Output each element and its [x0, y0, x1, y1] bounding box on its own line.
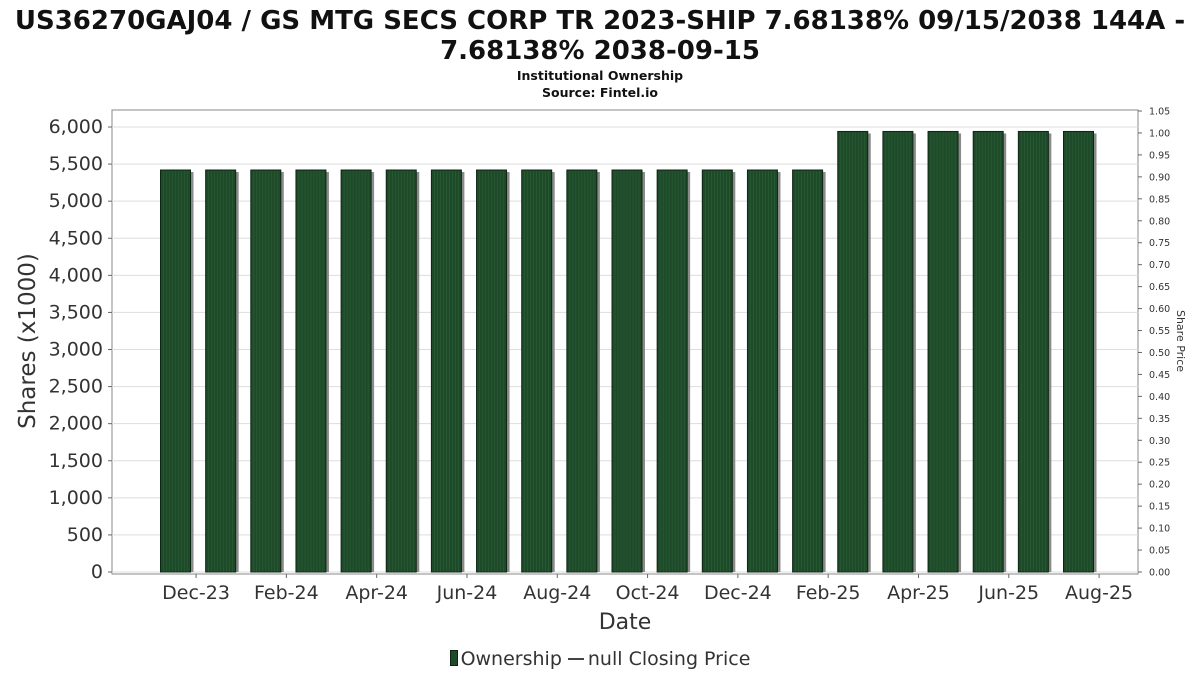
x-tick-label: Dec-23	[162, 582, 230, 604]
x-tick-label: Jun-25	[977, 582, 1039, 604]
x-axis-label: Date	[599, 610, 652, 635]
y-tick-label: 5,000	[49, 190, 103, 212]
y2-tick-label: 0.60	[1149, 304, 1170, 315]
y2-tick-label: 1.00	[1149, 128, 1170, 139]
y2-tick-label: 0.20	[1149, 480, 1170, 491]
y-tick-label: 5,500	[49, 153, 103, 175]
y-tick-label: 4,500	[49, 227, 103, 249]
y-tick-label: 0	[91, 561, 103, 583]
y2-tick-label: 0.25	[1149, 458, 1170, 469]
x-tick-label: Dec-24	[704, 582, 772, 604]
y2-tick-label: 1.05	[1149, 107, 1170, 118]
y2-tick-label: 0.00	[1149, 568, 1170, 579]
y2-axis-label: Share Price	[1174, 310, 1187, 372]
x-tick-label: Oct-24	[616, 582, 680, 604]
x-tick-label: Aug-25	[1065, 582, 1133, 604]
chart-legend: Ownership null Closing Price	[0, 648, 1200, 670]
y-tick-label: 2,000	[49, 413, 103, 435]
y2-tick-label: 0.40	[1149, 392, 1170, 403]
x-tick-label: Jun-24	[436, 582, 498, 604]
chart-title-line2: 7.68138% 2038-09-15	[440, 36, 760, 66]
y2-tick-label: 0.30	[1149, 436, 1170, 447]
y2-tick-label: 0.80	[1149, 216, 1170, 227]
x-tick-label: Apr-24	[345, 582, 408, 604]
y2-tick-label: 0.90	[1149, 172, 1170, 183]
ownership-legend-label: Ownership	[460, 648, 562, 670]
ownership-legend-swatch	[449, 650, 458, 666]
y-tick-label: 6,000	[49, 116, 103, 138]
y-tick-label: 3,000	[49, 339, 103, 361]
y2-tick-label: 0.35	[1149, 414, 1170, 425]
y-tick-label: 2,500	[49, 376, 103, 398]
y2-tick-label: 0.95	[1149, 150, 1170, 161]
x-tick-label: Feb-25	[796, 582, 861, 604]
y2-tick-label: 0.50	[1149, 348, 1170, 359]
y-tick-label: 1,000	[49, 487, 103, 509]
y2-tick-label: 0.45	[1149, 370, 1170, 381]
y-tick-label: 500	[67, 524, 103, 546]
y2-tick-label: 0.55	[1149, 326, 1170, 337]
y-tick-label: 3,500	[49, 301, 103, 323]
chart-source: Source: Fintel.io	[542, 85, 658, 100]
y-tick-label: 4,000	[49, 264, 103, 286]
y2-tick-label: 0.05	[1149, 546, 1170, 557]
x-tick-label: Feb-24	[254, 582, 319, 604]
x-tick-label: Apr-25	[887, 582, 950, 604]
y2-tick-label: 0.85	[1149, 194, 1170, 205]
y2-tick-label: 0.75	[1149, 238, 1170, 249]
y2-tick-label: 0.65	[1149, 282, 1170, 293]
y2-tick-label: 0.15	[1149, 502, 1170, 513]
price-legend-line	[567, 658, 584, 660]
y-axis-label: Shares (x1000)	[15, 253, 41, 429]
y2-tick-label: 0.10	[1149, 524, 1170, 535]
y2-tick-label: 0.70	[1149, 260, 1170, 271]
y-tick-label: 1,500	[49, 450, 103, 472]
price-legend-label: null Closing Price	[587, 648, 751, 670]
chart-subtitle: Institutional Ownership	[516, 68, 684, 83]
chart-title-line1: US36270GAJ04 / GS MTG SECS CORP TR 2023-…	[14, 6, 1186, 36]
x-tick-label: Aug-24	[523, 582, 591, 604]
